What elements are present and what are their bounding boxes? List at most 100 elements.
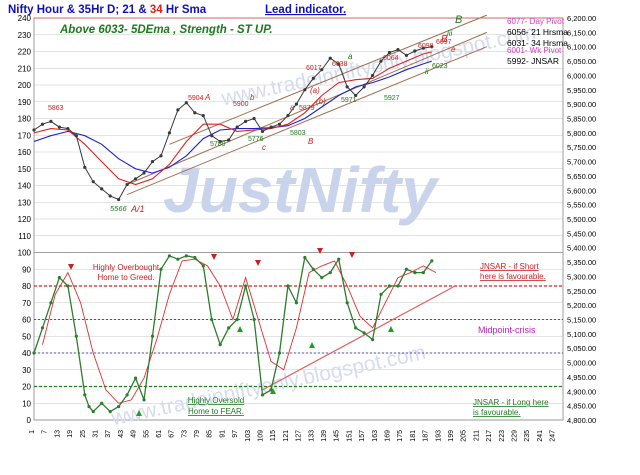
jnsar-line — [262, 285, 456, 391]
indicator-line-point — [150, 334, 155, 338]
sma21-line — [33, 51, 432, 186]
x-tick-label: 139 — [321, 430, 328, 442]
chart-subtitle: Above 6033- 5DEma , Strength - ST UP. — [59, 24, 273, 36]
price-line-point — [260, 129, 265, 134]
price-line-point — [404, 53, 409, 57]
indicator-line-point — [74, 334, 78, 338]
x-tick-label: 31 — [92, 430, 99, 438]
y-right-tick-label: 4,900.00 — [567, 387, 596, 396]
y-left-tick-label: 0 — [27, 416, 32, 425]
price-line-point — [235, 125, 239, 129]
label-5971: 5971 — [341, 97, 357, 104]
y-right-tick-label: 6,150.00 — [567, 28, 596, 37]
y-left-tick-label: 50 — [22, 332, 31, 341]
lead-line — [42, 258, 437, 404]
arrow-up-3 — [270, 388, 276, 394]
price-line-point — [227, 138, 231, 142]
price-line-point — [269, 125, 273, 129]
indicator-line-point — [117, 405, 121, 409]
label-a-upper: a — [348, 52, 353, 61]
price-line-point — [421, 46, 425, 50]
x-tick-label: 235 — [524, 430, 531, 442]
series-layer — [32, 45, 437, 414]
y-left-tick-label: 180 — [18, 115, 32, 124]
label-5780: 5780 — [210, 141, 226, 148]
x-tick-label: 91 — [219, 430, 226, 438]
x-tick-label: 127 — [296, 430, 303, 442]
x-tick-label: 121 — [283, 430, 290, 442]
label-B-wave: B — [441, 34, 448, 45]
x-tick-label: 223 — [499, 430, 506, 442]
price-line-point — [142, 171, 146, 175]
price-line-point — [294, 102, 298, 106]
price-line-point — [201, 114, 205, 118]
price-line-point — [117, 197, 121, 202]
chart-header: Nifty Hour & 35Hr D; 21 & 34 Hr Sma Lead … — [8, 4, 346, 36]
y-right-tick-label: 5,400.00 — [567, 244, 596, 253]
price-line-point — [396, 47, 400, 52]
arrow-down-3 — [255, 260, 261, 266]
y-left-tick-label: 60 — [22, 316, 31, 325]
y-right-tick-label: 5,150.00 — [567, 316, 596, 325]
price-line-point — [150, 159, 155, 164]
y-left-tick-label: 30 — [22, 366, 31, 375]
label-6064: 6064 — [383, 55, 399, 62]
price-line-point — [125, 182, 129, 187]
x-tick-label: 241 — [537, 430, 544, 442]
y-right-tick-label: 5,950.00 — [567, 86, 596, 95]
y-right-tick-label: 5,650.00 — [567, 172, 596, 181]
price-line-point — [159, 154, 163, 158]
y-right-tick-label: 4,850.00 — [567, 402, 596, 411]
label-5879: 5879 — [299, 105, 315, 112]
indicator-line-point — [227, 326, 231, 330]
y-right-tick-label: 4,950.00 — [567, 373, 596, 382]
indicator-line-point — [87, 405, 91, 409]
price-line-point — [133, 177, 138, 181]
price-line-point — [370, 73, 375, 78]
overbought-text: Highly Overbought — [93, 263, 160, 272]
indicator-line-point — [235, 317, 239, 322]
price-line-point — [66, 126, 70, 131]
label-6023: 6023 — [432, 63, 448, 70]
jnsar-short-text2: here is favourable. — [480, 272, 546, 281]
x-tick-label: 217 — [486, 430, 493, 442]
x-tick-label: 247 — [550, 430, 557, 442]
label-5803: 5803 — [290, 130, 306, 137]
legend-21-sma: 6056- 21 Hrsma — [507, 27, 568, 37]
indicator-line-point — [430, 259, 434, 263]
label-B: B — [308, 137, 314, 146]
label-iii: iii — [447, 29, 453, 38]
trendlines — [126, 14, 488, 391]
price-line-point — [387, 50, 392, 55]
indicator-line-point — [184, 254, 188, 258]
label-6038: 6038 — [332, 61, 348, 68]
indicator-line-point — [193, 255, 197, 260]
y-right-tick-label: 5,300.00 — [567, 272, 596, 281]
x-tick-label: 97 — [232, 430, 239, 438]
price-line-point — [100, 187, 104, 191]
indicator-line-point — [277, 351, 282, 355]
trendline-channel-lower — [126, 46, 488, 196]
y-right-tick-label: 5,350.00 — [567, 258, 596, 267]
indicator-line-point — [32, 351, 36, 355]
y-right-tick-label: 5,050.00 — [567, 344, 596, 353]
indicator-line-point — [159, 267, 163, 271]
indicator-line-point — [328, 271, 332, 275]
price-line-point — [277, 122, 282, 126]
arrow-down-2 — [211, 254, 217, 260]
legend-jnsar: 5992- JNSAR — [507, 56, 559, 66]
indicator-line-point — [210, 317, 214, 322]
arrow-up-5 — [388, 326, 394, 332]
label-a1: A/1 — [130, 204, 145, 214]
y-right-tick-label: 5,000.00 — [567, 359, 596, 368]
y-left-tick-label: 90 — [22, 265, 31, 274]
price-line-point — [218, 139, 222, 144]
indicator-line-point — [218, 343, 222, 347]
x-tick-label: 73 — [181, 430, 188, 438]
x-tick-label: 175 — [397, 430, 404, 442]
indicator-line-point — [320, 276, 324, 280]
indicator-line-point — [83, 393, 87, 397]
indicator-line-point — [252, 317, 256, 322]
label-e: e — [451, 45, 456, 54]
